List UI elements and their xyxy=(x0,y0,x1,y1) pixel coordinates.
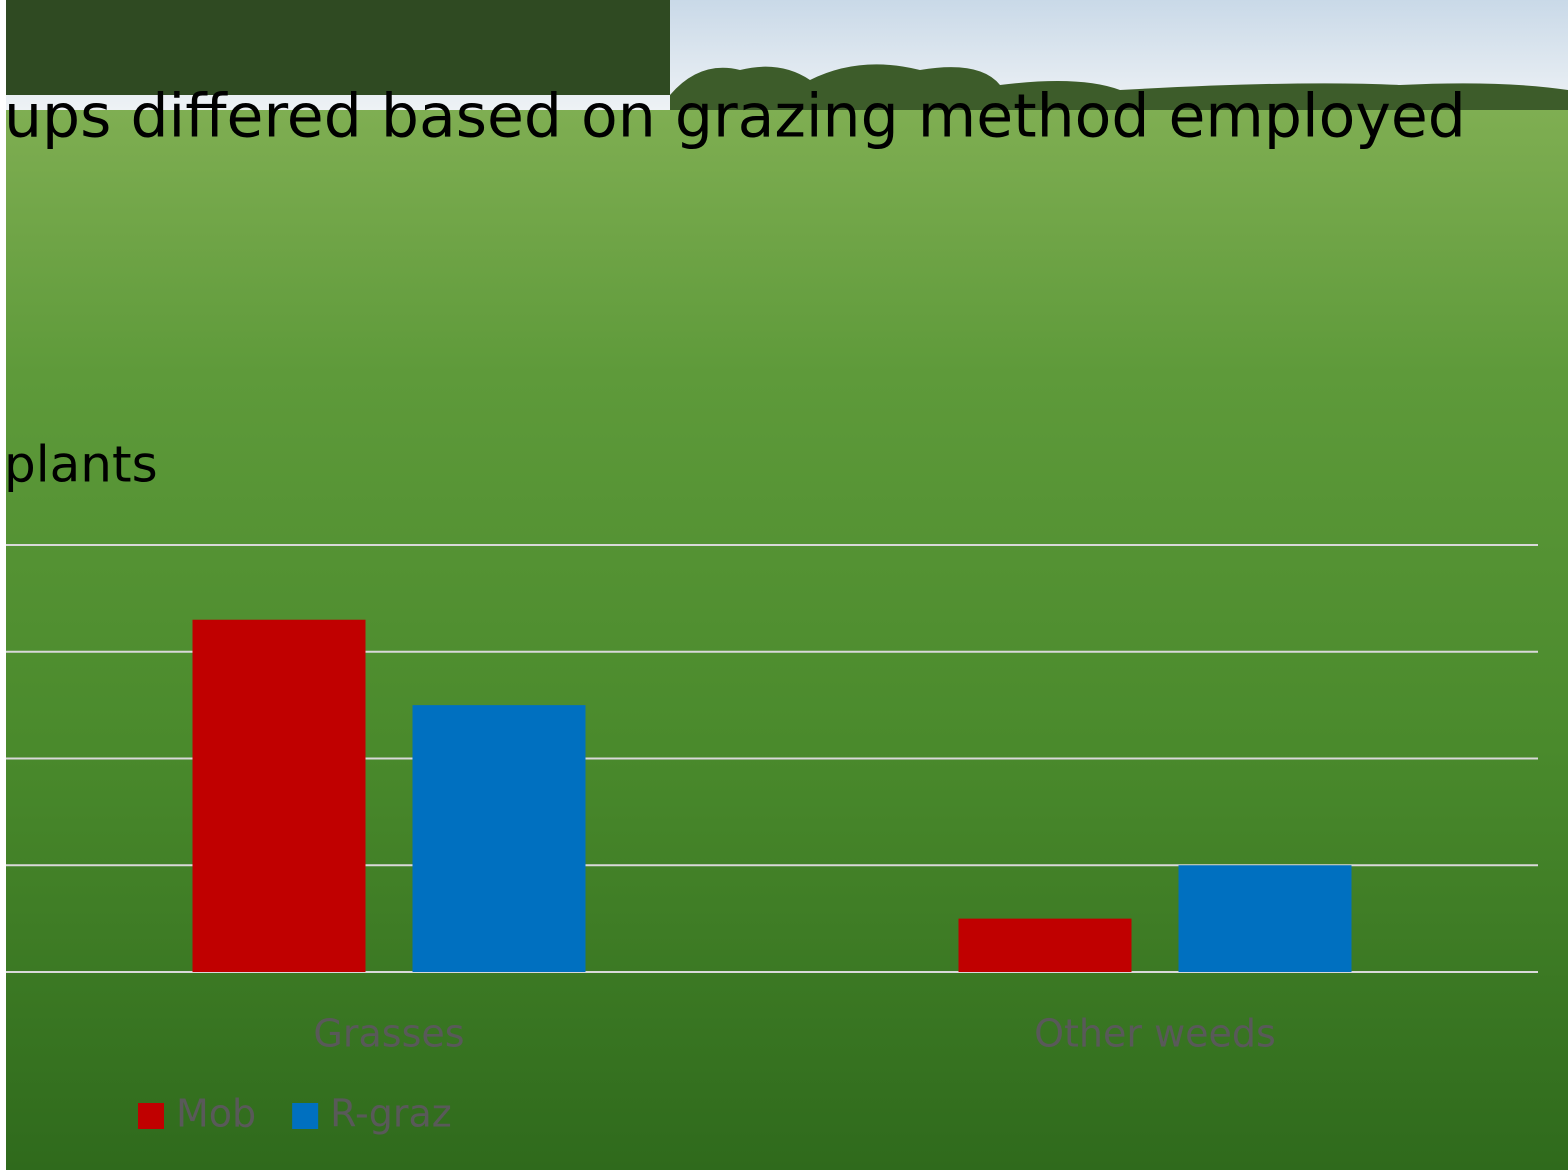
bar xyxy=(192,619,366,972)
subtitle: plants xyxy=(4,436,158,494)
x-tick-label: Other weeds xyxy=(1034,1012,1276,1056)
legend-label: R-graz xyxy=(330,1092,452,1136)
bar xyxy=(412,705,586,972)
legend-swatch xyxy=(292,1103,319,1129)
legend-label: Mob xyxy=(176,1092,256,1136)
legend-swatch xyxy=(138,1103,164,1129)
bar xyxy=(958,918,1132,972)
bar xyxy=(1178,865,1352,972)
slide-title: ups differed based on grazing method emp… xyxy=(4,82,1466,152)
x-tick-label: Grasses xyxy=(313,1012,464,1056)
